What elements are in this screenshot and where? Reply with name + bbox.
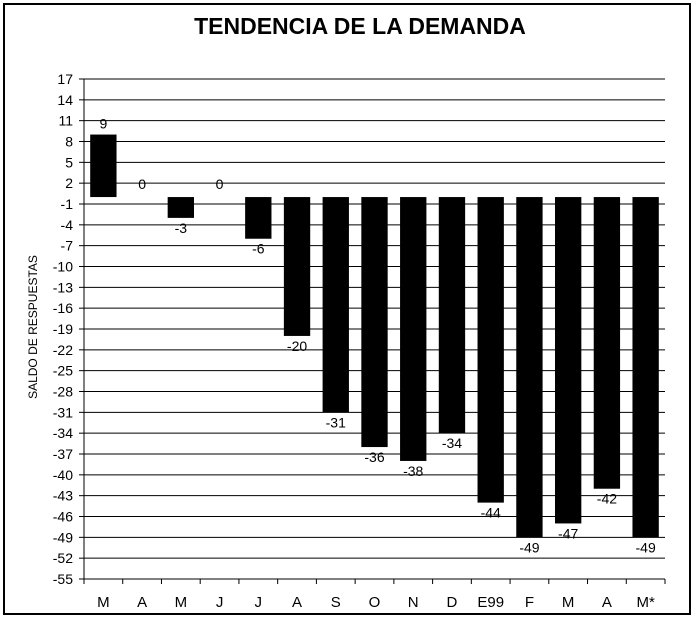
data-label: -49: [636, 539, 656, 555]
y-tick-labels: 17 14 11 8 5 2 -1 -4 -7 -10 -13 -16 -19 -22 -25 -28 -31 -…: [53, 71, 73, 587]
bar: [593, 197, 621, 489]
bar: [632, 197, 659, 538]
data-label: 0: [138, 176, 146, 192]
bar: [438, 197, 466, 434]
x-tick-label: N: [408, 594, 419, 611]
y-tick-label: -4: [61, 217, 74, 233]
bar: [90, 134, 117, 198]
data-label: -20: [287, 338, 307, 354]
y-tick-label: 5: [65, 154, 73, 170]
y-tick-label: -28: [53, 384, 73, 400]
data-label: -42: [597, 491, 617, 507]
x-tick-label: A: [292, 594, 302, 611]
bars: [90, 134, 659, 538]
x-tick-label: E99: [477, 594, 504, 611]
y-tick-label: -7: [61, 238, 74, 254]
x-tick-label: J: [255, 594, 263, 611]
bar: [554, 197, 582, 524]
y-tick-label: -34: [53, 425, 73, 441]
x-tick-label: A: [602, 594, 612, 611]
value-labels: 9 0 -3 0 -6 -20 -31 -36 -38 -34 -44 -49 -47 -42 -49: [99, 116, 655, 556]
y-tick-label: -31: [53, 404, 73, 420]
bar: [477, 197, 504, 503]
y-tick-label: -46: [53, 509, 73, 525]
data-label: -38: [403, 463, 423, 479]
data-label: 0: [216, 176, 224, 192]
x-tick-label: M: [175, 594, 188, 611]
bar: [167, 197, 195, 218]
y-tick-label: -13: [53, 279, 73, 295]
data-label: 9: [99, 116, 107, 132]
y-tick-label: -22: [53, 342, 73, 358]
data-label: -34: [442, 435, 462, 451]
x-tick-label: D: [447, 594, 458, 611]
x-tick-label: S: [331, 594, 341, 611]
y-tick-label: -40: [53, 467, 73, 483]
bar: [322, 197, 349, 413]
y-tick-label: -19: [53, 321, 73, 337]
x-tick-label: F: [525, 594, 534, 611]
data-label: -31: [326, 414, 346, 430]
y-tick-label: -43: [53, 488, 73, 504]
x-tick-label: M: [97, 594, 110, 611]
bar: [400, 197, 427, 461]
y-tick-label: 17: [57, 71, 73, 87]
y-tick-label: 14: [57, 92, 73, 108]
x-tick-label: M: [562, 594, 575, 611]
data-label: -6: [252, 241, 265, 257]
bar: [283, 197, 311, 336]
data-label: -36: [364, 449, 384, 465]
y-tick-label: -10: [53, 259, 73, 275]
y-tick-label: -37: [53, 446, 73, 462]
y-tick-label: -25: [53, 363, 73, 379]
y-tick-label: 2: [65, 175, 73, 191]
bar: [516, 197, 543, 538]
y-tick-label: 8: [65, 134, 73, 150]
x-tick-label: J: [216, 594, 224, 611]
data-label: -44: [481, 505, 501, 521]
y-tick-label: -1: [61, 196, 74, 212]
chart-title: TENDENCIA DE LA DEMANDA: [194, 13, 526, 39]
data-label: -47: [558, 525, 578, 541]
y-tick-label: -49: [53, 529, 73, 545]
data-label: -3: [175, 220, 188, 236]
bar: [245, 197, 272, 239]
axes: [83, 79, 666, 584]
y-tick-label: 11: [58, 113, 73, 129]
y-tick-label: -55: [53, 571, 73, 587]
x-tick-label: M*: [636, 594, 654, 611]
y-tick-label: -16: [53, 300, 73, 316]
y-tick-label: -52: [53, 550, 73, 566]
bar: [361, 197, 388, 448]
x-tick-labels: M A M J J A S O N D E99 F M A M*: [97, 594, 655, 611]
data-label: -49: [519, 539, 539, 555]
x-tick-label: A: [137, 594, 147, 611]
x-tick-label: O: [369, 594, 381, 611]
